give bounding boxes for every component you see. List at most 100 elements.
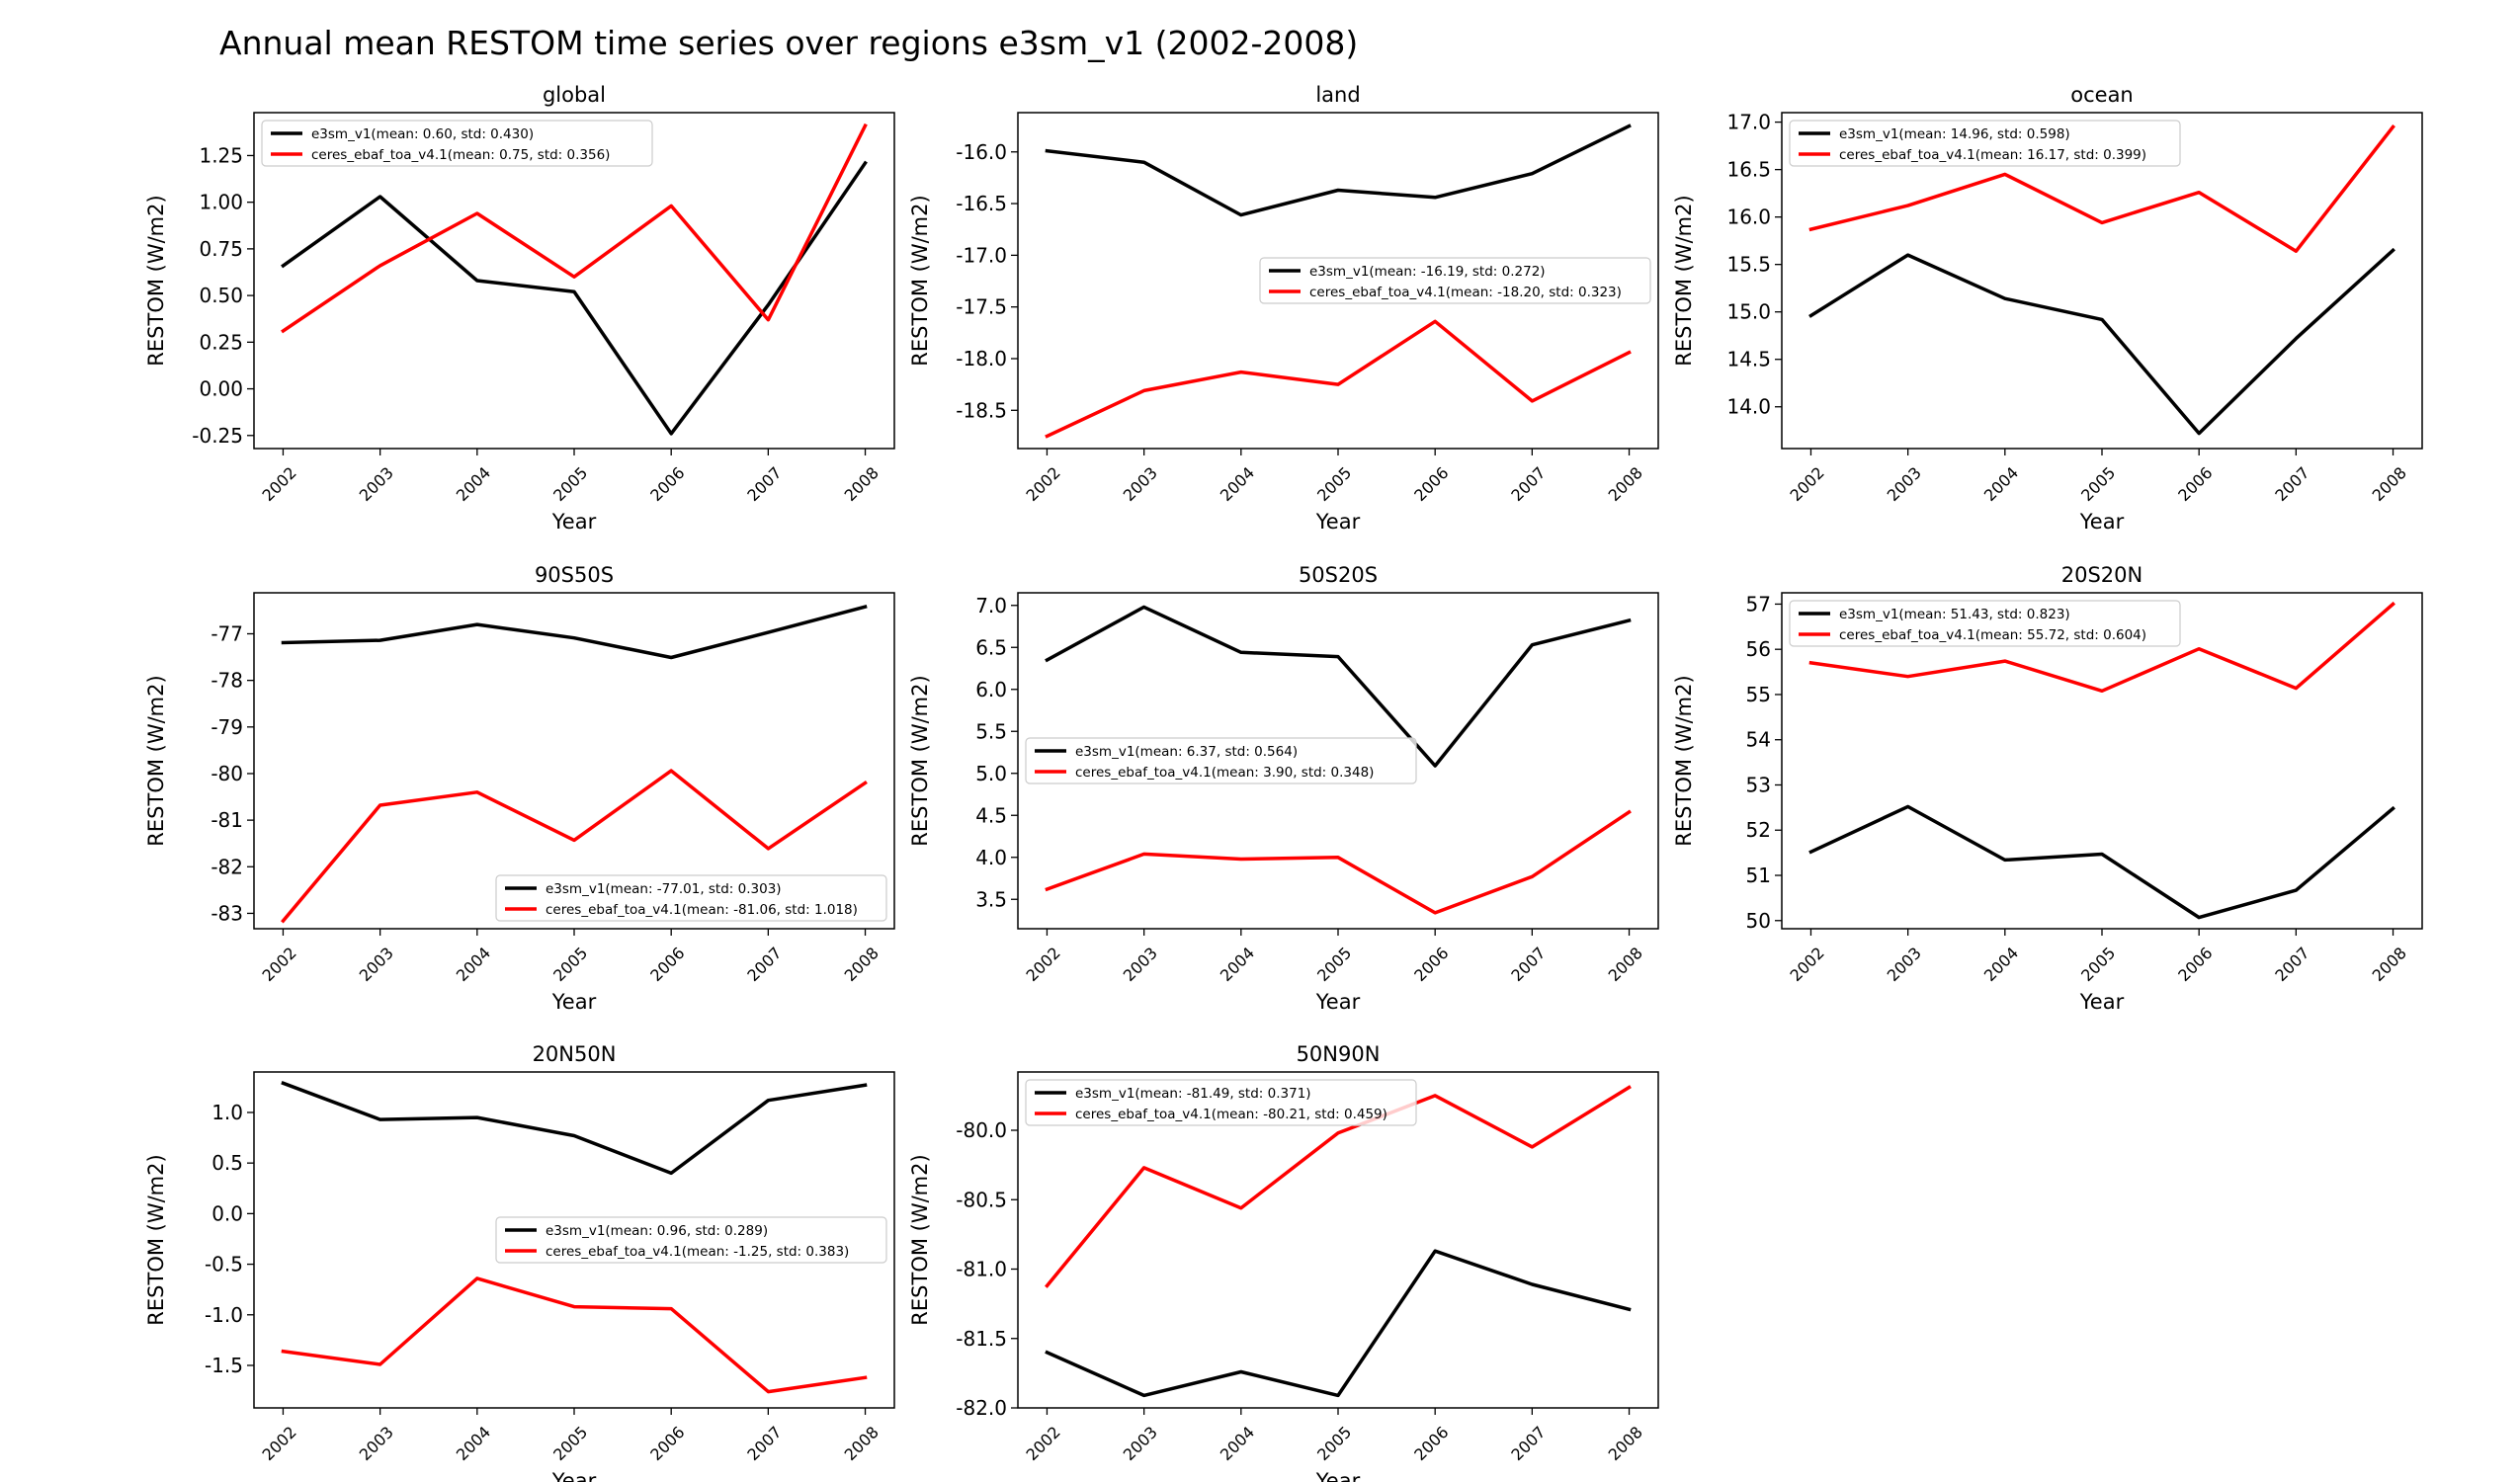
legend-box bbox=[495, 1216, 887, 1264]
legend: e3sm_v1(mean: -16.19, std: 0.272) ceres_e… bbox=[1259, 257, 1651, 304]
y-tick-label: -16.5 bbox=[956, 192, 1007, 215]
e3sm-series-line bbox=[1808, 247, 2395, 436]
y-tick-label: 17.0 bbox=[1726, 111, 1771, 134]
legend-entry: ceres_ebaf_toa_v4.1(mean: -81.06, std: 1… bbox=[546, 902, 858, 918]
legend-entry: e3sm_v1(mean: 0.60, std: 0.430) bbox=[311, 126, 534, 142]
y-tick-label: 5.5 bbox=[975, 719, 1007, 743]
legend-entry: ceres_ebaf_toa_v4.1(mean: 0.75, std: 0.3… bbox=[311, 147, 610, 163]
y-axis-label: RESTOM (W/m2) bbox=[1672, 195, 1696, 366]
plot-frame bbox=[1017, 1071, 1659, 1409]
y-tick-label: -81 bbox=[210, 808, 243, 832]
y-tick-label: -77 bbox=[210, 621, 243, 645]
y-tick-label: -16.0 bbox=[956, 140, 1007, 164]
y-tick-label: 1.25 bbox=[199, 143, 243, 167]
panel-title: global bbox=[543, 83, 606, 107]
ceres-series-line bbox=[1808, 124, 2395, 253]
y-axis-label: RESTOM (W/m2) bbox=[908, 195, 932, 366]
e3sm-series-line bbox=[281, 1081, 868, 1176]
y-tick-label: 4.0 bbox=[975, 846, 1007, 869]
panel-title: ocean bbox=[2070, 83, 2134, 107]
legend-entry: ceres_ebaf_toa_v4.1(mean: -1.25, std: 0.… bbox=[546, 1244, 849, 1260]
y-tick-label: -80.0 bbox=[956, 1118, 1007, 1142]
legend: e3sm_v1(mean: 6.37, std: 0.564) ceres_eba… bbox=[1025, 737, 1417, 784]
y-tick-label: -0.5 bbox=[205, 1253, 243, 1276]
legend-entry: e3sm_v1(mean: 0.96, std: 0.289) bbox=[546, 1223, 768, 1239]
y-axis-label: RESTOM (W/m2) bbox=[908, 675, 932, 846]
plot-frame bbox=[253, 1071, 895, 1409]
y-tick-label: 5.0 bbox=[975, 762, 1007, 785]
legend-entry: e3sm_v1(mean: 14.96, std: 0.598) bbox=[1839, 126, 2070, 142]
y-tick-label: 56 bbox=[1746, 637, 1771, 661]
legend-entry: e3sm_v1(mean: 6.37, std: 0.564) bbox=[1075, 744, 1298, 760]
legend: e3sm_v1(mean: 14.96, std: 0.598) ceres_eb… bbox=[1789, 120, 2181, 167]
e3sm-series-line bbox=[281, 604, 868, 660]
legend: e3sm_v1(mean: -81.49, std: 0.371) ceres_e… bbox=[1025, 1079, 1417, 1126]
y-tick-label: 53 bbox=[1746, 773, 1771, 796]
ceres-series-line bbox=[1045, 809, 1632, 915]
y-axis-label: RESTOM (W/m2) bbox=[144, 195, 168, 366]
y-tick-label: -82 bbox=[210, 855, 243, 878]
legend-box bbox=[1259, 257, 1651, 304]
y-tick-label: 0.75 bbox=[199, 237, 243, 261]
y-tick-label: 7.0 bbox=[975, 594, 1007, 618]
e3sm-series-line bbox=[281, 160, 868, 436]
x-axis-label: Year bbox=[2079, 510, 2125, 534]
ceres-series-line bbox=[281, 123, 868, 334]
y-tick-label: 0.25 bbox=[199, 330, 243, 354]
legend-entry: ceres_ebaf_toa_v4.1(mean: 55.72, std: 0.… bbox=[1839, 627, 2146, 643]
x-axis-label: Year bbox=[2079, 990, 2125, 1014]
x-axis-label: Year bbox=[551, 990, 597, 1014]
legend-entry: ceres_ebaf_toa_v4.1(mean: 16.17, std: 0.… bbox=[1839, 147, 2146, 163]
y-tick-label: -0.25 bbox=[192, 424, 243, 448]
y-tick-label: -83 bbox=[210, 901, 243, 925]
plot-frame bbox=[1017, 592, 1659, 930]
y-tick-label: 52 bbox=[1746, 818, 1771, 842]
panel-title: 20N50N bbox=[533, 1042, 617, 1066]
ceres-series-line bbox=[1045, 319, 1632, 439]
y-tick-label: -79 bbox=[210, 715, 243, 739]
e3sm-series-line bbox=[1045, 605, 1632, 768]
y-tick-label: -1.5 bbox=[205, 1354, 243, 1377]
y-tick-label: 51 bbox=[1746, 864, 1771, 887]
legend: e3sm_v1(mean: 0.60, std: 0.430) ceres_eba… bbox=[261, 120, 653, 167]
legend-entry: ceres_ebaf_toa_v4.1(mean: 3.90, std: 0.3… bbox=[1075, 765, 1374, 781]
y-tick-label: -17.0 bbox=[956, 243, 1007, 267]
y-tick-label: 6.5 bbox=[975, 635, 1007, 659]
ceres-series-line bbox=[281, 1276, 868, 1394]
y-tick-label: -17.5 bbox=[956, 295, 1007, 319]
y-tick-label: 4.5 bbox=[975, 803, 1007, 827]
y-tick-label: 0.00 bbox=[199, 377, 243, 401]
legend-entry: e3sm_v1(mean: -16.19, std: 0.272) bbox=[1309, 264, 1546, 280]
panel-title: 50S20S bbox=[1299, 563, 1378, 587]
legend-box bbox=[1789, 120, 2181, 167]
x-axis-label: Year bbox=[551, 510, 597, 534]
legend: e3sm_v1(mean: 0.96, std: 0.289) ceres_eba… bbox=[495, 1216, 887, 1264]
legend-box bbox=[261, 120, 653, 167]
panel-title: 20S20N bbox=[2061, 563, 2142, 587]
legend-box bbox=[1025, 1079, 1417, 1126]
plot-frame bbox=[1781, 112, 2423, 450]
y-tick-label: 57 bbox=[1746, 592, 1771, 616]
y-axis-label: RESTOM (W/m2) bbox=[908, 1154, 932, 1325]
y-tick-label: -18.5 bbox=[956, 398, 1007, 422]
plot-frame bbox=[1017, 112, 1659, 450]
y-tick-label: 50 bbox=[1746, 909, 1771, 933]
y-tick-label: 15.0 bbox=[1726, 300, 1771, 324]
y-axis-label: RESTOM (W/m2) bbox=[144, 1154, 168, 1325]
panel-title: 90S50S bbox=[535, 563, 614, 587]
y-tick-label: -80.5 bbox=[956, 1188, 1007, 1211]
legend-box bbox=[1789, 600, 2181, 647]
y-tick-label: 1.00 bbox=[199, 191, 243, 214]
y-tick-label: 6.0 bbox=[975, 678, 1007, 701]
legend-box bbox=[495, 874, 887, 922]
ceres-series-line bbox=[1045, 1085, 1632, 1288]
e3sm-series-line bbox=[1045, 1249, 1632, 1398]
ceres-series-line bbox=[281, 769, 868, 924]
ceres-series-line bbox=[1808, 601, 2395, 694]
x-axis-label: Year bbox=[551, 1469, 597, 1482]
y-tick-label: -81.5 bbox=[956, 1327, 1007, 1351]
legend-entry: e3sm_v1(mean: 51.43, std: 0.823) bbox=[1839, 607, 2070, 622]
